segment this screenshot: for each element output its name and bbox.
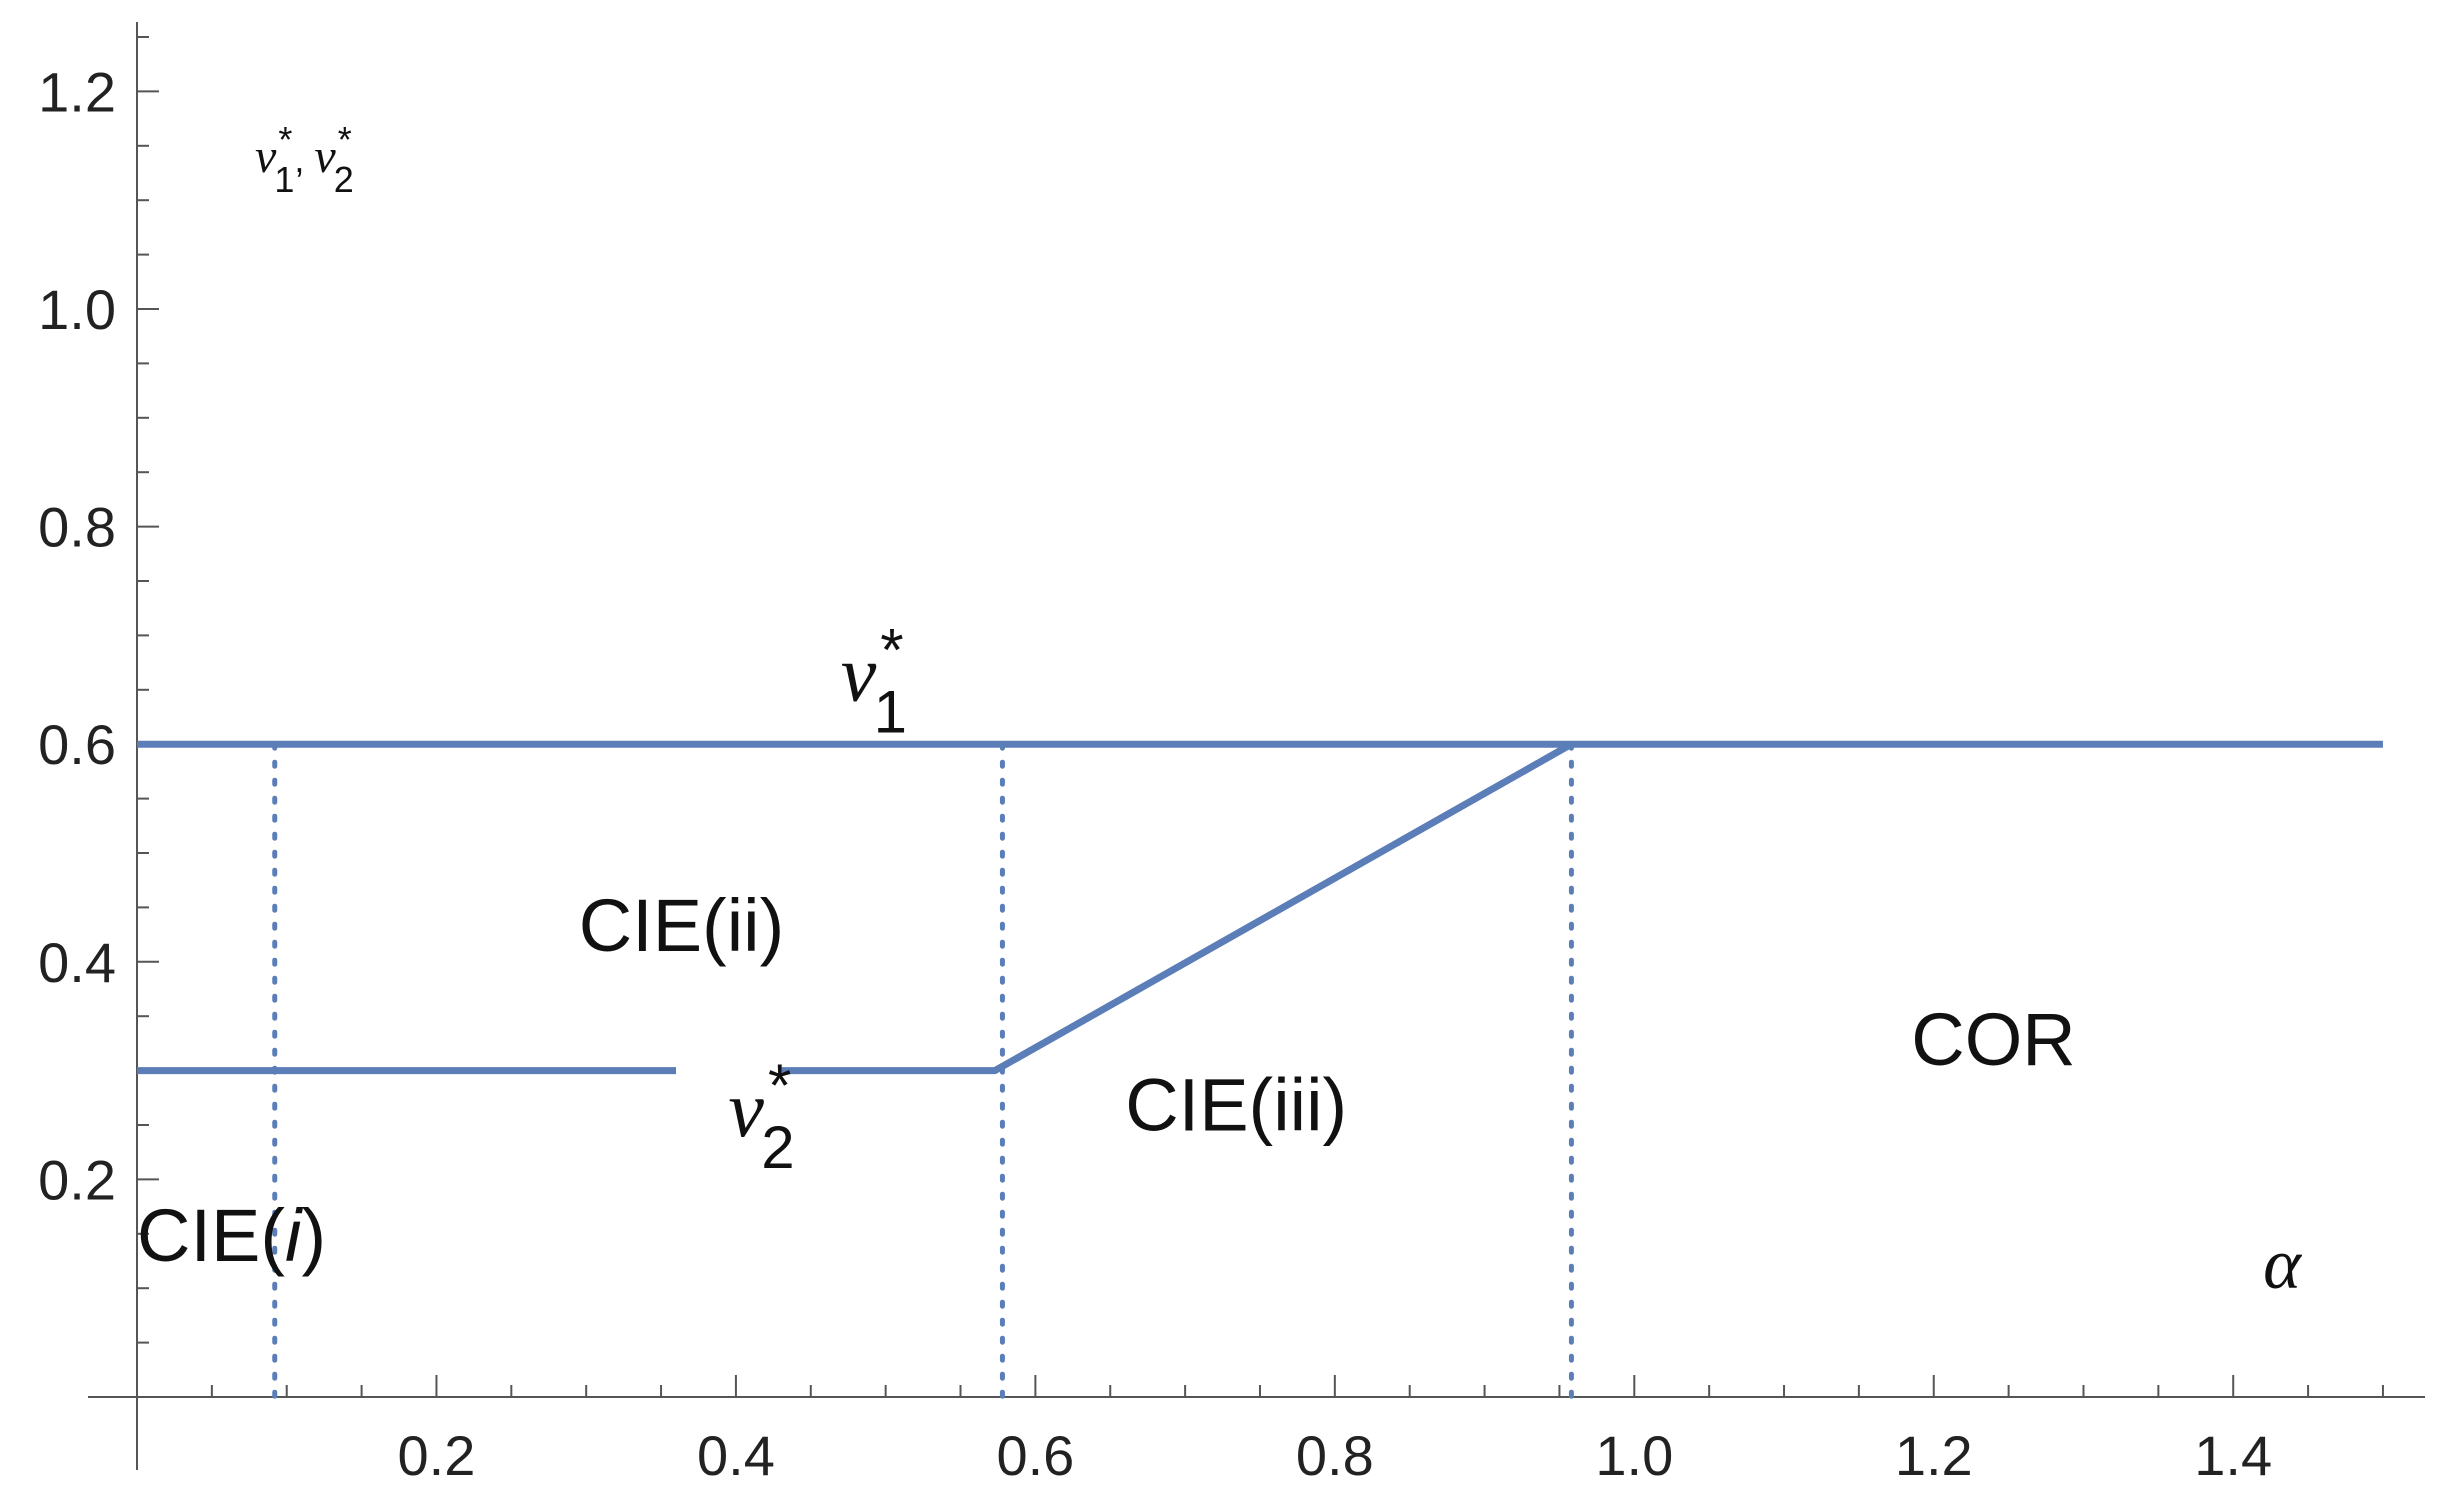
x-axis-label: α — [2263, 1224, 2302, 1304]
y-tick-label: 0.2 — [38, 1148, 116, 1211]
y-tick-label: 0.6 — [38, 713, 116, 776]
region-label-cie-iii: CIE(iii) — [1125, 1063, 1347, 1146]
series-line-2 — [780, 741, 1574, 1075]
y-axis-label: v* 1, v* 2 — [255, 119, 354, 200]
annotations: v* 1 v* 2 v* 1, v* 2 CIE(i) CIE(ii) CIE(iii) COR α — [137, 119, 2302, 1304]
x-tick-label: 1.2 — [1895, 1424, 1973, 1487]
region-label-cie-i: CIE(i) — [137, 1194, 326, 1277]
series-label-1: v* 1 — [841, 617, 907, 746]
region-label-cor: COR — [1911, 998, 2075, 1081]
y-tick-label: 0.4 — [38, 931, 116, 994]
y-tick-label: 0.8 — [38, 496, 116, 559]
y-tick-label: 1.2 — [38, 60, 116, 123]
x-tick-label: 1.4 — [2194, 1424, 2272, 1487]
y-tick-label: 1.0 — [38, 278, 116, 341]
x-tick-label: 0.4 — [697, 1424, 775, 1487]
series-label-2: v* 2 — [728, 1052, 794, 1181]
x-tick-label: 1.0 — [1595, 1424, 1673, 1487]
x-tick-label: 0.8 — [1296, 1424, 1374, 1487]
region-label-cie-ii: CIE(ii) — [579, 884, 785, 967]
x-tick-label: 0.2 — [398, 1424, 476, 1487]
axes: 0.2 0.4 0.6 0.8 1.0 1.2 1.4 0.2 0.4 0.6 0.8 1.0 1.2 — [38, 22, 2425, 1487]
x-tick-label: 0.6 — [996, 1424, 1074, 1487]
series-lines — [137, 740, 2383, 1075]
